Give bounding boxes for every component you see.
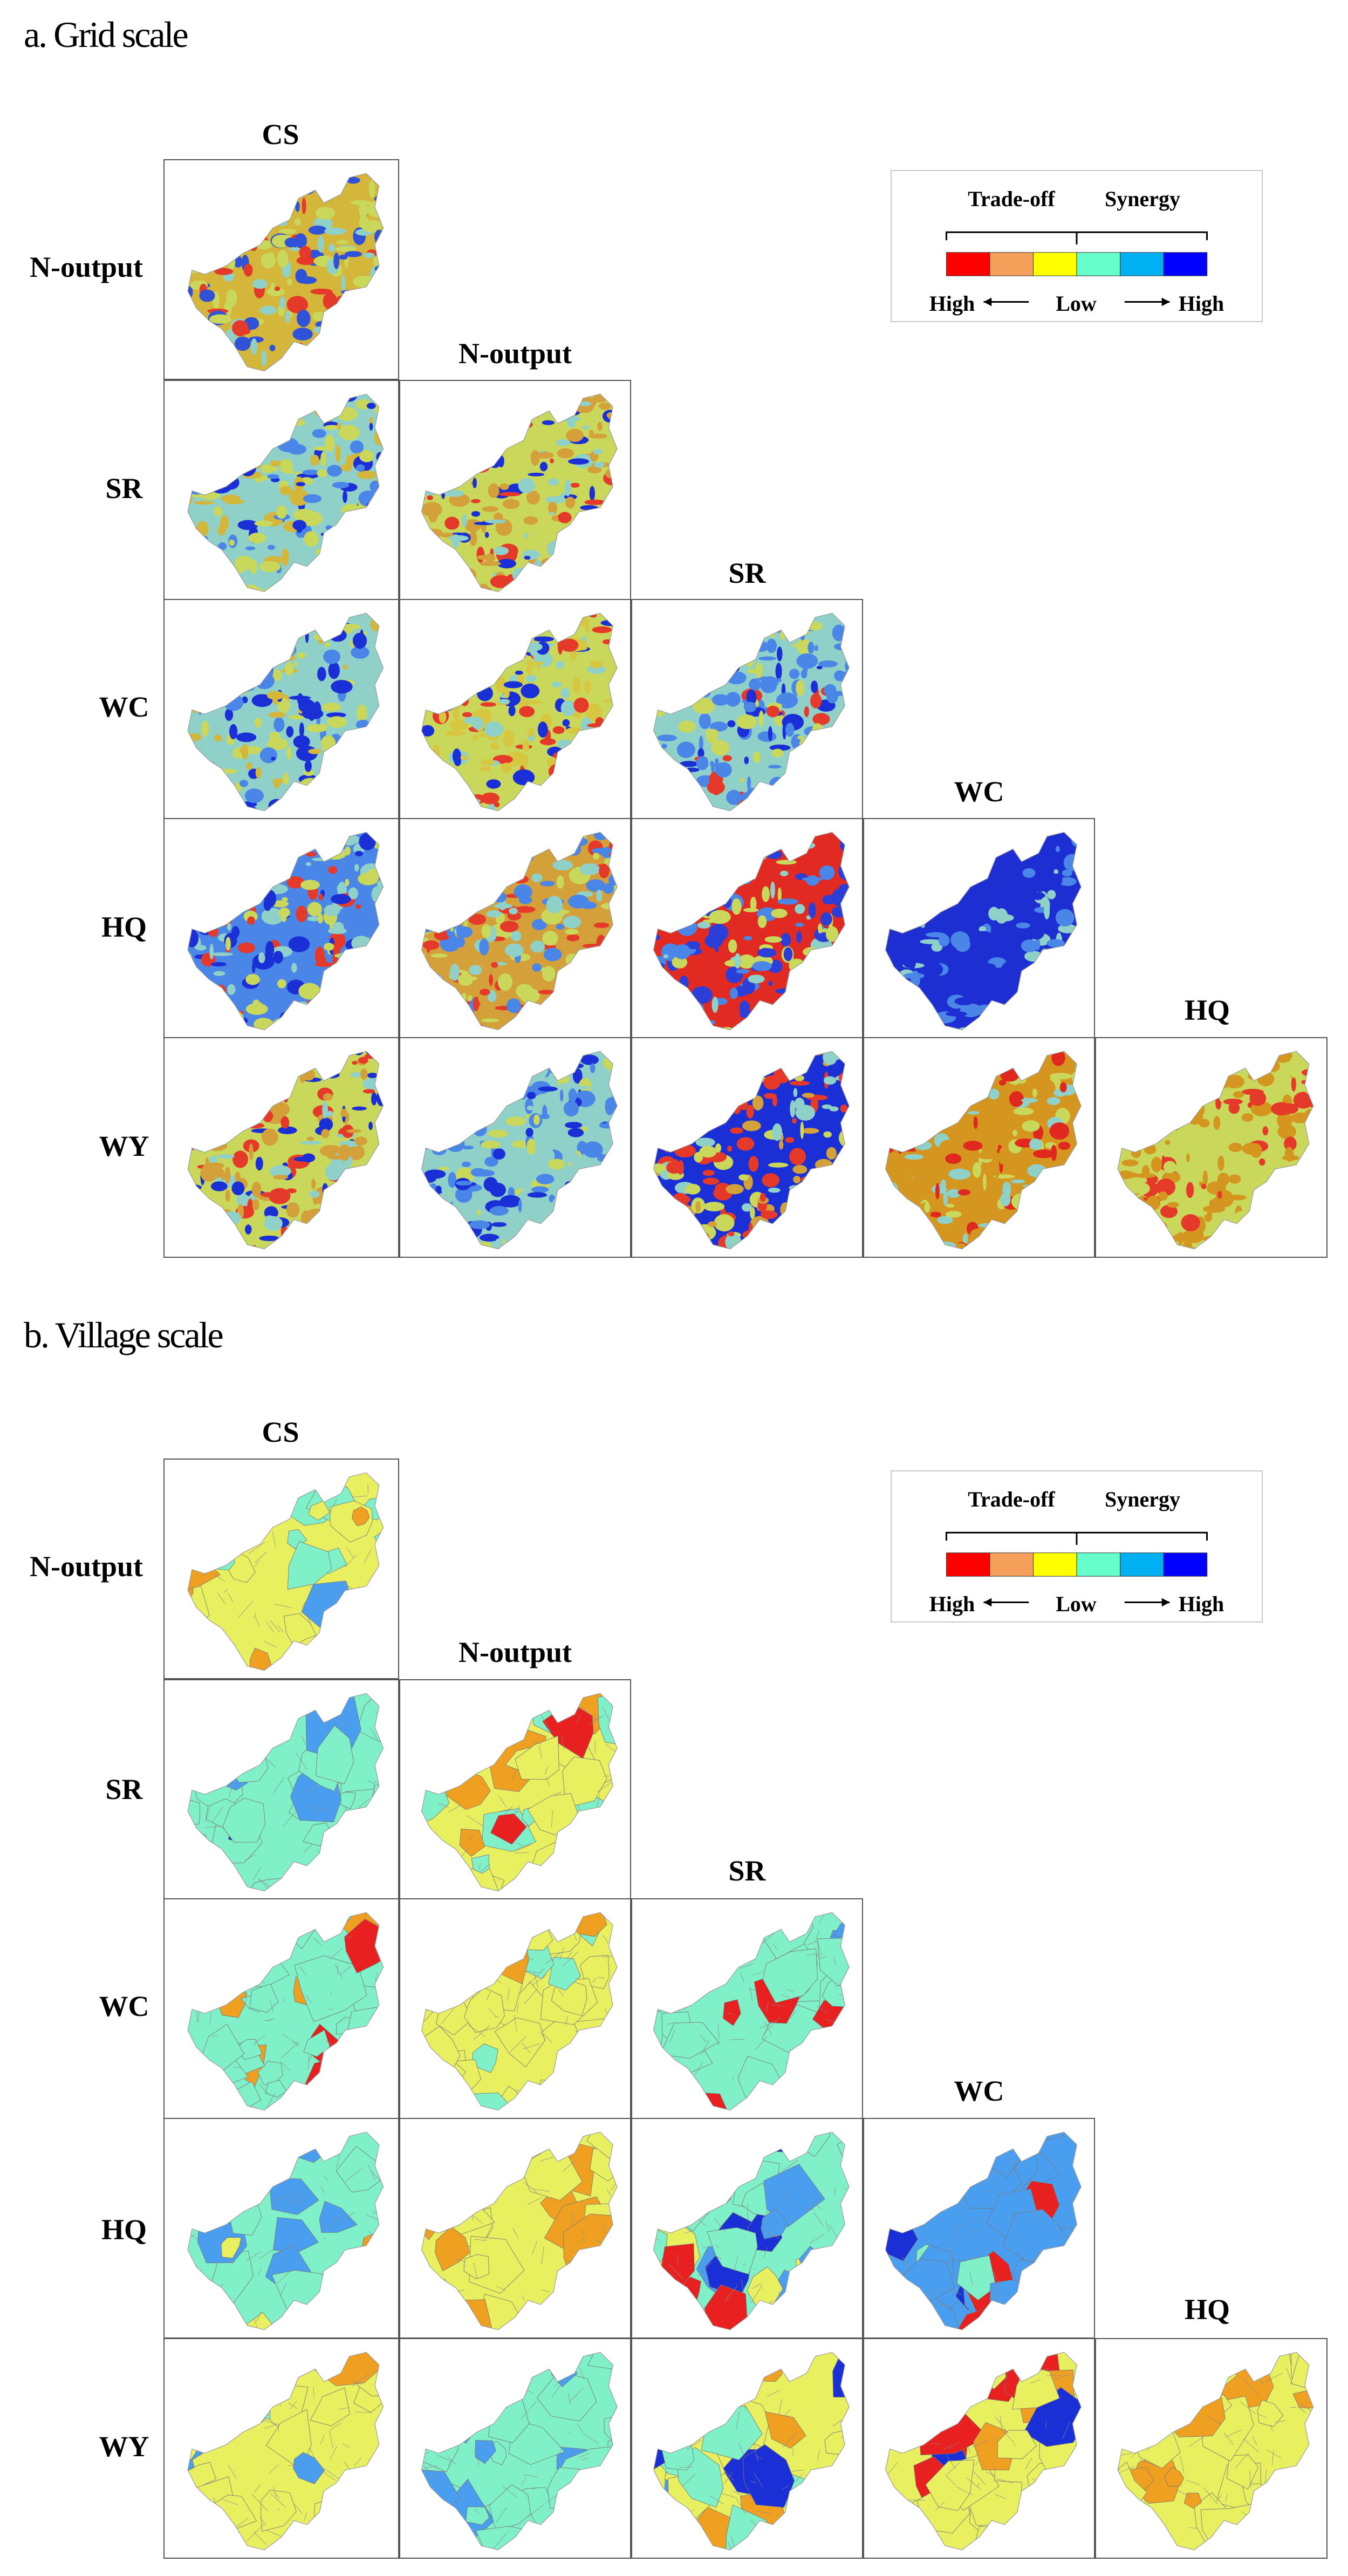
legend-grid: Trade-off Synergy High Low High (891, 170, 1263, 322)
map-hq-vs-cs (163, 2118, 399, 2339)
col-label-sr: SR (728, 557, 766, 589)
col-label-hq: HQ (1184, 994, 1230, 1026)
map-hq-vs-n-output (399, 2118, 631, 2339)
section-title-village: b. Village scale (24, 1314, 224, 1355)
legend-colorbar (945, 231, 1208, 306)
map-wy-vs-cs (163, 2338, 399, 2559)
legend-synergy-label: Synergy (1105, 1487, 1180, 1511)
map-sr-vs-n-output (399, 380, 631, 601)
legend-swatch (1163, 1552, 1208, 1577)
map-wc-vs-n-output (399, 1898, 631, 2119)
legend-village: Trade-off Synergy High Low High (891, 1470, 1263, 1623)
col-label-cs: CS (262, 1416, 299, 1448)
map-wc-vs-sr (631, 1898, 863, 2119)
legend-high-left: High (929, 291, 975, 316)
map-sr-vs-cs (163, 380, 399, 601)
legend-high-left: High (929, 1592, 975, 1616)
row-label-wc: WC (99, 691, 149, 723)
map-hq-vs-sr (631, 2118, 863, 2339)
map-wc-vs-n-output (399, 599, 631, 820)
col-label-n-output: N-output (458, 1636, 572, 1668)
map-wc-vs-cs (163, 1898, 399, 2119)
legend-colorbar (945, 1531, 1208, 1607)
legend-swatch (989, 1552, 1034, 1577)
legend-swatch (946, 252, 990, 276)
map-wy-vs-hq (1095, 2338, 1328, 2559)
legend-low: Low (1056, 291, 1097, 316)
row-label-n-output: N-output (29, 251, 143, 283)
row-label-wy: WY (99, 2430, 149, 2463)
row-label-sr: SR (105, 1773, 143, 1805)
row-label-wy: WY (99, 1130, 149, 1162)
col-label-wc: WC (954, 775, 1004, 808)
legend-high-right: High (1178, 1592, 1224, 1616)
col-label-wc: WC (954, 2075, 1004, 2107)
legend-swatch (1076, 252, 1121, 276)
legend-swatch (1163, 252, 1208, 276)
legend-swatch (946, 1552, 990, 1577)
map-wy-vs-wc (863, 1037, 1095, 1258)
section-title-grid: a. Grid scale (24, 14, 189, 55)
row-label-wc: WC (99, 1990, 149, 2022)
row-label-n-output: N-output (29, 1550, 143, 1583)
legend-tradeoff-label: Trade-off (968, 187, 1055, 211)
map-wy-vs-sr (631, 2338, 863, 2559)
map-wy-vs-n-output (399, 1037, 631, 1258)
legend-swatch (1033, 1552, 1077, 1577)
map-n-output-vs-cs (163, 1459, 399, 1679)
map-wc-vs-sr (631, 599, 863, 820)
legend-swatch (1033, 252, 1077, 276)
map-wy-vs-n-output (399, 2338, 631, 2559)
col-label-hq: HQ (1184, 2293, 1230, 2326)
map-hq-vs-sr (631, 818, 863, 1039)
col-label-sr: SR (728, 1855, 766, 1887)
legend-high-right: High (1178, 291, 1224, 316)
legend-swatch (989, 252, 1034, 276)
map-wy-vs-wc (863, 2338, 1095, 2559)
col-label-cs: CS (262, 118, 299, 151)
map-wc-vs-cs (163, 599, 399, 820)
legend-synergy-label: Synergy (1105, 187, 1180, 211)
col-label-n-output: N-output (458, 337, 572, 370)
row-label-hq: HQ (101, 911, 147, 943)
legend-swatch (1120, 1552, 1164, 1577)
map-wy-vs-sr (631, 1037, 863, 1258)
map-wy-vs-cs (163, 1037, 399, 1258)
legend-swatch (1076, 1552, 1121, 1577)
map-hq-vs-n-output (399, 818, 631, 1039)
map-hq-vs-wc (863, 2118, 1095, 2339)
map-hq-vs-wc (863, 818, 1095, 1039)
map-hq-vs-cs (163, 818, 399, 1039)
map-wy-vs-hq (1095, 1037, 1328, 1258)
map-n-output-vs-cs (163, 159, 399, 380)
map-sr-vs-cs (163, 1679, 399, 1900)
map-sr-vs-n-output (399, 1679, 631, 1900)
row-label-hq: HQ (101, 2213, 147, 2246)
legend-low: Low (1056, 1592, 1097, 1616)
legend-swatch (1120, 252, 1164, 276)
row-label-sr: SR (105, 472, 143, 505)
legend-tradeoff-label: Trade-off (968, 1487, 1055, 1511)
